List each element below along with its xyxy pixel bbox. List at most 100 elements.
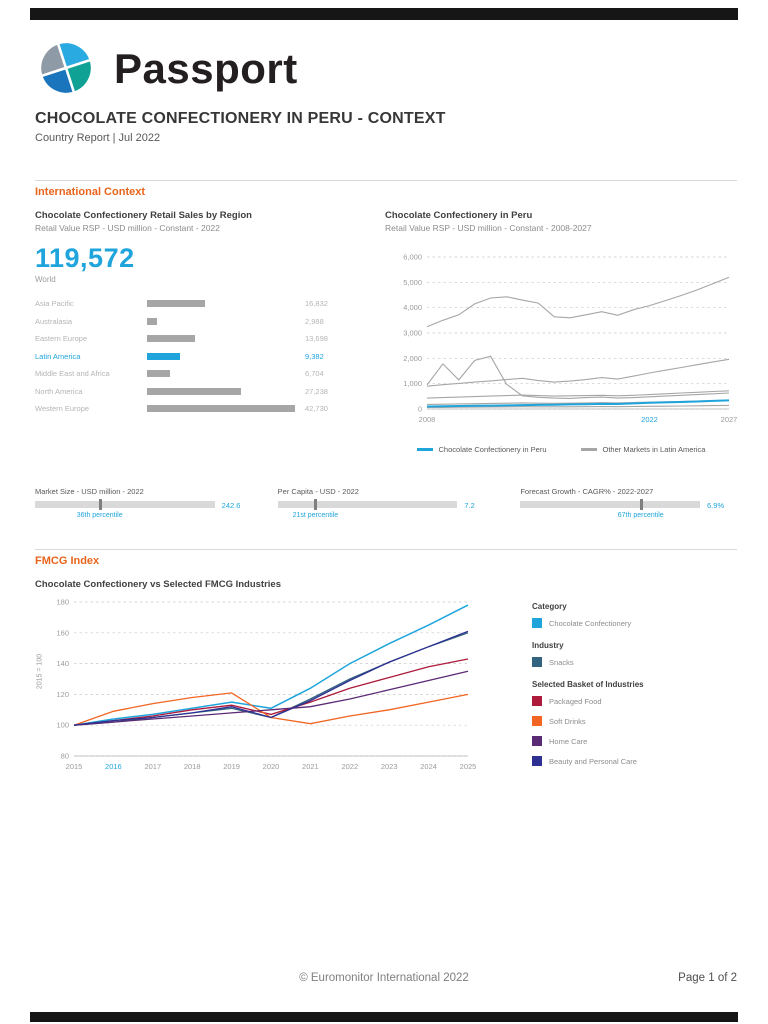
stat-block: Market Size - USD million - 2022 36th per… <box>35 487 252 520</box>
region-value: 13,698 <box>305 334 328 344</box>
stat-percentile-label: 36th percentile <box>76 512 123 519</box>
legend-swatch <box>532 696 542 706</box>
stat-title: Market Size - USD million - 2022 <box>35 487 144 496</box>
peru-chart-title: Chocolate Confectionery in Peru <box>385 210 533 221</box>
stat-percentile-bar <box>277 499 458 510</box>
legend-group-heading: Category <box>532 602 567 611</box>
svg-text:2019: 2019 <box>223 762 240 771</box>
svg-text:5,000: 5,000 <box>403 278 422 287</box>
peru-chart: Chocolate Confectionery in Peru Retail V… <box>385 210 737 454</box>
region-bar <box>147 352 295 360</box>
stat-value: 242.6 <box>221 501 241 510</box>
legend-line-swatch <box>580 448 597 451</box>
svg-text:4,000: 4,000 <box>403 303 422 312</box>
region-chart-subtitle: Retail Value RSP - USD million - Constan… <box>35 223 220 233</box>
region-value: 6,704 <box>305 369 324 379</box>
legend-item: Beauty and Personal Care <box>532 756 737 766</box>
legend-swatch <box>532 716 542 726</box>
legend-item: Packaged Food <box>532 696 737 706</box>
legend-label: Soft Drinks <box>549 716 586 726</box>
peru-line-chart: 0 1,000 2,000 3,000 4,000 5,000 6,000 2008 2022 2… <box>403 253 737 425</box>
stat-percentile-bar <box>520 499 701 510</box>
top-bar <box>30 8 738 20</box>
svg-text:2024: 2024 <box>420 762 437 771</box>
report-subtitle: Country Report | Jul 2022 <box>35 132 161 144</box>
stat-percentile-marker <box>639 499 643 510</box>
legend-item: Chocolate Confectionery in Peru <box>416 445 547 454</box>
stat-percentile-label: 21st percentile <box>292 512 339 519</box>
legend-item: Soft Drinks <box>532 716 737 726</box>
region-bar <box>147 317 295 325</box>
region-chart-title: Chocolate Confectionery Retail Sales by … <box>35 210 252 221</box>
svg-text:2022: 2022 <box>641 415 658 424</box>
region-sales-chart: Chocolate Confectionery Retail Sales by … <box>35 210 353 418</box>
svg-text:1,000: 1,000 <box>403 379 422 388</box>
stat-percentile-marker <box>98 499 102 510</box>
region-value: 2,988 <box>305 316 324 326</box>
region-value: 16,832 <box>305 299 328 309</box>
stat-block: Forecast Growth - CAGR% - 2022-2027 67th … <box>520 487 737 520</box>
legend-group: Industry Snacks <box>532 641 737 667</box>
peru-legend: Chocolate Confectionery in Peru Other Mar… <box>385 445 737 454</box>
legend-line-swatch <box>416 448 433 451</box>
world-total-value: 119,572 <box>35 243 135 273</box>
brand-name: Passport <box>114 45 298 92</box>
footer-page-number: Page 1 of 2 <box>678 972 737 984</box>
legend-label: Beauty and Personal Care <box>549 756 637 766</box>
section-heading-international: International Context <box>35 186 146 198</box>
legend-label: Home Care <box>549 736 588 746</box>
region-row: North America 27,238 <box>35 383 353 401</box>
svg-text:120: 120 <box>56 690 69 699</box>
svg-text:2025: 2025 <box>460 762 477 771</box>
region-label: North America <box>35 386 83 396</box>
region-row: Middle East and Africa 6,704 <box>35 365 353 383</box>
legend-group: Selected Basket of Industries Packaged Fo… <box>532 680 737 766</box>
stat-value: 6.9% <box>707 501 725 510</box>
passport-logo-icon <box>38 40 94 96</box>
region-row: Australasia 2,988 <box>35 313 353 331</box>
footer-copyright: © Euromonitor International 2022 <box>299 972 469 984</box>
legend-swatch <box>532 756 542 766</box>
svg-text:160: 160 <box>56 628 69 637</box>
brand-header: Passport <box>34 40 298 98</box>
region-row: Eastern Europe 13,698 <box>35 330 353 348</box>
region-bar <box>147 300 295 308</box>
fmcg-y-axis-label: 2015 = 100 <box>36 653 44 690</box>
svg-text:2021: 2021 <box>302 762 319 771</box>
section-fmcg-index: FMCG Index <box>35 549 737 567</box>
stat-percentile-marker <box>314 499 318 510</box>
region-label: Asia Pacific <box>35 299 74 309</box>
region-value: 9,382 <box>305 351 324 361</box>
legend-swatch <box>532 736 542 746</box>
stat-percentile-bar <box>35 499 215 510</box>
legend-group-heading: Industry <box>532 641 564 650</box>
legend-label: Packaged Food <box>549 696 602 706</box>
region-row: Asia Pacific 16,832 <box>35 295 353 313</box>
legend-item: Snacks <box>532 657 737 667</box>
legend-swatch <box>532 618 542 628</box>
legend-label: Other Markets in Latin America <box>602 445 706 454</box>
svg-text:3,000: 3,000 <box>403 329 422 338</box>
peru-chart-subtitle: Retail Value RSP - USD million - Constan… <box>385 223 592 233</box>
region-row: Latin America 9,382 <box>35 348 353 366</box>
svg-text:2008: 2008 <box>419 415 436 424</box>
world-total-label: World <box>35 275 56 284</box>
legend-item: Chocolate Confectionery <box>532 618 737 628</box>
region-bar <box>147 405 295 413</box>
fmcg-line-chart: 80 100 120 140 160 180 2015 2016 2017 2018 2019 202… <box>56 598 477 772</box>
legend-swatch <box>532 657 542 667</box>
legend-item: Other Markets in Latin America <box>580 445 706 454</box>
svg-text:180: 180 <box>56 598 69 607</box>
region-rows: Asia Pacific 16,832 Australasia 2,988 Easter… <box>35 295 353 418</box>
svg-text:2,000: 2,000 <box>403 354 422 363</box>
fmcg-chart-title: Chocolate Confectionery vs Selected FMCG… <box>35 579 281 590</box>
region-value: 42,730 <box>305 404 328 414</box>
report-title: CHOCOLATE CONFECTIONERY IN PERU - CONTEX… <box>35 110 446 127</box>
region-label: Latin America <box>35 351 81 361</box>
svg-text:2017: 2017 <box>144 762 161 771</box>
stats-row: Market Size - USD million - 2022 36th per… <box>35 487 737 520</box>
svg-text:2020: 2020 <box>263 762 280 771</box>
legend-group-heading: Selected Basket of Industries <box>532 680 644 689</box>
region-bar <box>147 335 295 343</box>
